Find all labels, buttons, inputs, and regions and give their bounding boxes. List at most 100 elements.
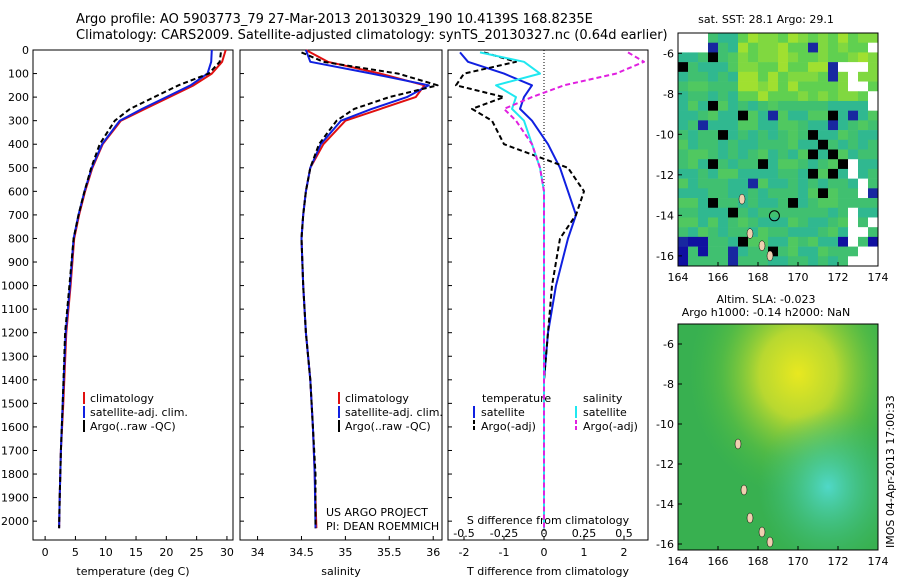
temp-legend: climatology satellite-adj. clim. Argo(..… [83, 392, 188, 433]
diff-top-tick-label: 0.5 [615, 527, 633, 540]
sal-panel-frame [239, 49, 443, 541]
sst-cell [788, 62, 799, 73]
sst-cell [808, 120, 819, 131]
sla-map [678, 324, 878, 550]
sst-cell [778, 149, 789, 160]
sst-cell [708, 178, 719, 189]
sst-cell [818, 139, 829, 150]
island [758, 240, 766, 251]
sst-cell [868, 178, 879, 189]
sst-cell [788, 91, 799, 102]
sst-cell [798, 178, 809, 189]
sst-cell [768, 71, 779, 82]
map-lon-label: 168 [748, 271, 769, 284]
sst-cell [738, 62, 749, 73]
sst-cell [808, 81, 819, 92]
sst-cell [688, 198, 699, 209]
sst-cell [788, 100, 799, 111]
sst-cell [728, 91, 739, 102]
sst-cell [748, 246, 759, 257]
series-0-1 [58, 49, 213, 529]
sst-cell [778, 52, 789, 63]
sst-cell [738, 227, 749, 238]
series-1-1 [300, 49, 430, 529]
sst-cell [748, 236, 759, 247]
sst-cell [798, 236, 809, 247]
sst-cell [688, 110, 699, 121]
sst-cell [858, 91, 869, 102]
sst-cell [708, 110, 719, 121]
sst-cell [728, 110, 739, 121]
sst-cell [718, 71, 729, 82]
sst-cell [778, 256, 789, 267]
sst-cell [788, 256, 799, 267]
sst-cell [868, 110, 879, 121]
diff-top-tick-label: -0.5 [453, 527, 474, 540]
sst-cell [808, 139, 819, 150]
sst-cell [758, 52, 769, 63]
x-tick-label: 34 [251, 546, 265, 559]
sst-cell [838, 71, 849, 82]
sst-cell [738, 207, 749, 218]
sst-cell [768, 52, 779, 63]
sst-cell [818, 207, 829, 218]
sst-cell [788, 188, 799, 199]
sst-cell [798, 207, 809, 218]
sst-cell [818, 81, 829, 92]
sst-cell [778, 159, 789, 170]
map-lon-label: 172 [828, 271, 849, 284]
sst-cell [838, 91, 849, 102]
sst-cell [768, 198, 779, 209]
sst-cell [768, 33, 779, 44]
sst-cell [818, 42, 829, 53]
map-lon-label: 168 [748, 555, 769, 568]
sst-cell [768, 207, 779, 218]
sst-map-frame [677, 32, 879, 267]
map-lon-label: 172 [828, 555, 849, 568]
sst-cell [798, 227, 809, 238]
sst-cell [678, 100, 689, 111]
sst-cell [698, 256, 709, 267]
sst-cell [868, 168, 879, 179]
x-tick-label: 35.5 [377, 546, 402, 559]
sst-cell [788, 149, 799, 160]
sst-cell [708, 159, 719, 170]
sst-cell [728, 246, 739, 257]
map-lon-label: 174 [868, 271, 889, 284]
imos-stamp: IMOS 04-Apr-2013 17:00:33 [884, 395, 897, 548]
sst-cell [748, 256, 759, 267]
sst-cell [698, 188, 709, 199]
sst-cell [828, 139, 839, 150]
sst-cell [748, 120, 759, 131]
sst-cell [838, 217, 849, 228]
sst-cell [808, 130, 819, 141]
sst-cell [748, 33, 759, 44]
diff-legend-t-sat: satellite [481, 406, 525, 419]
sst-cell [688, 71, 699, 82]
sst-cell [718, 217, 729, 228]
sst-cell [758, 81, 769, 92]
sst-cell [858, 81, 869, 92]
sst-cell [798, 71, 809, 82]
sst-cell [718, 139, 729, 150]
sst-cell [678, 217, 689, 228]
sst-cell [788, 168, 799, 179]
temp-xlabel: temperature (deg C) [76, 565, 189, 578]
sst-cell [818, 168, 829, 179]
sst-cell [738, 91, 749, 102]
sst-cell [838, 236, 849, 247]
sal-legend-clim: climatology [345, 392, 409, 405]
sst-cell [718, 256, 729, 267]
sst-cell [718, 188, 729, 199]
sst-cell [688, 52, 699, 63]
sst-cell [698, 110, 709, 121]
sst-cell [748, 42, 759, 53]
sst-cell [798, 91, 809, 102]
sst-cell [678, 62, 689, 73]
sst-cell [828, 149, 839, 160]
sst-cell [678, 159, 689, 170]
sst-cell [778, 198, 789, 209]
sst-cell [848, 188, 859, 199]
sst-cell [848, 168, 859, 179]
sst-cell [728, 227, 739, 238]
